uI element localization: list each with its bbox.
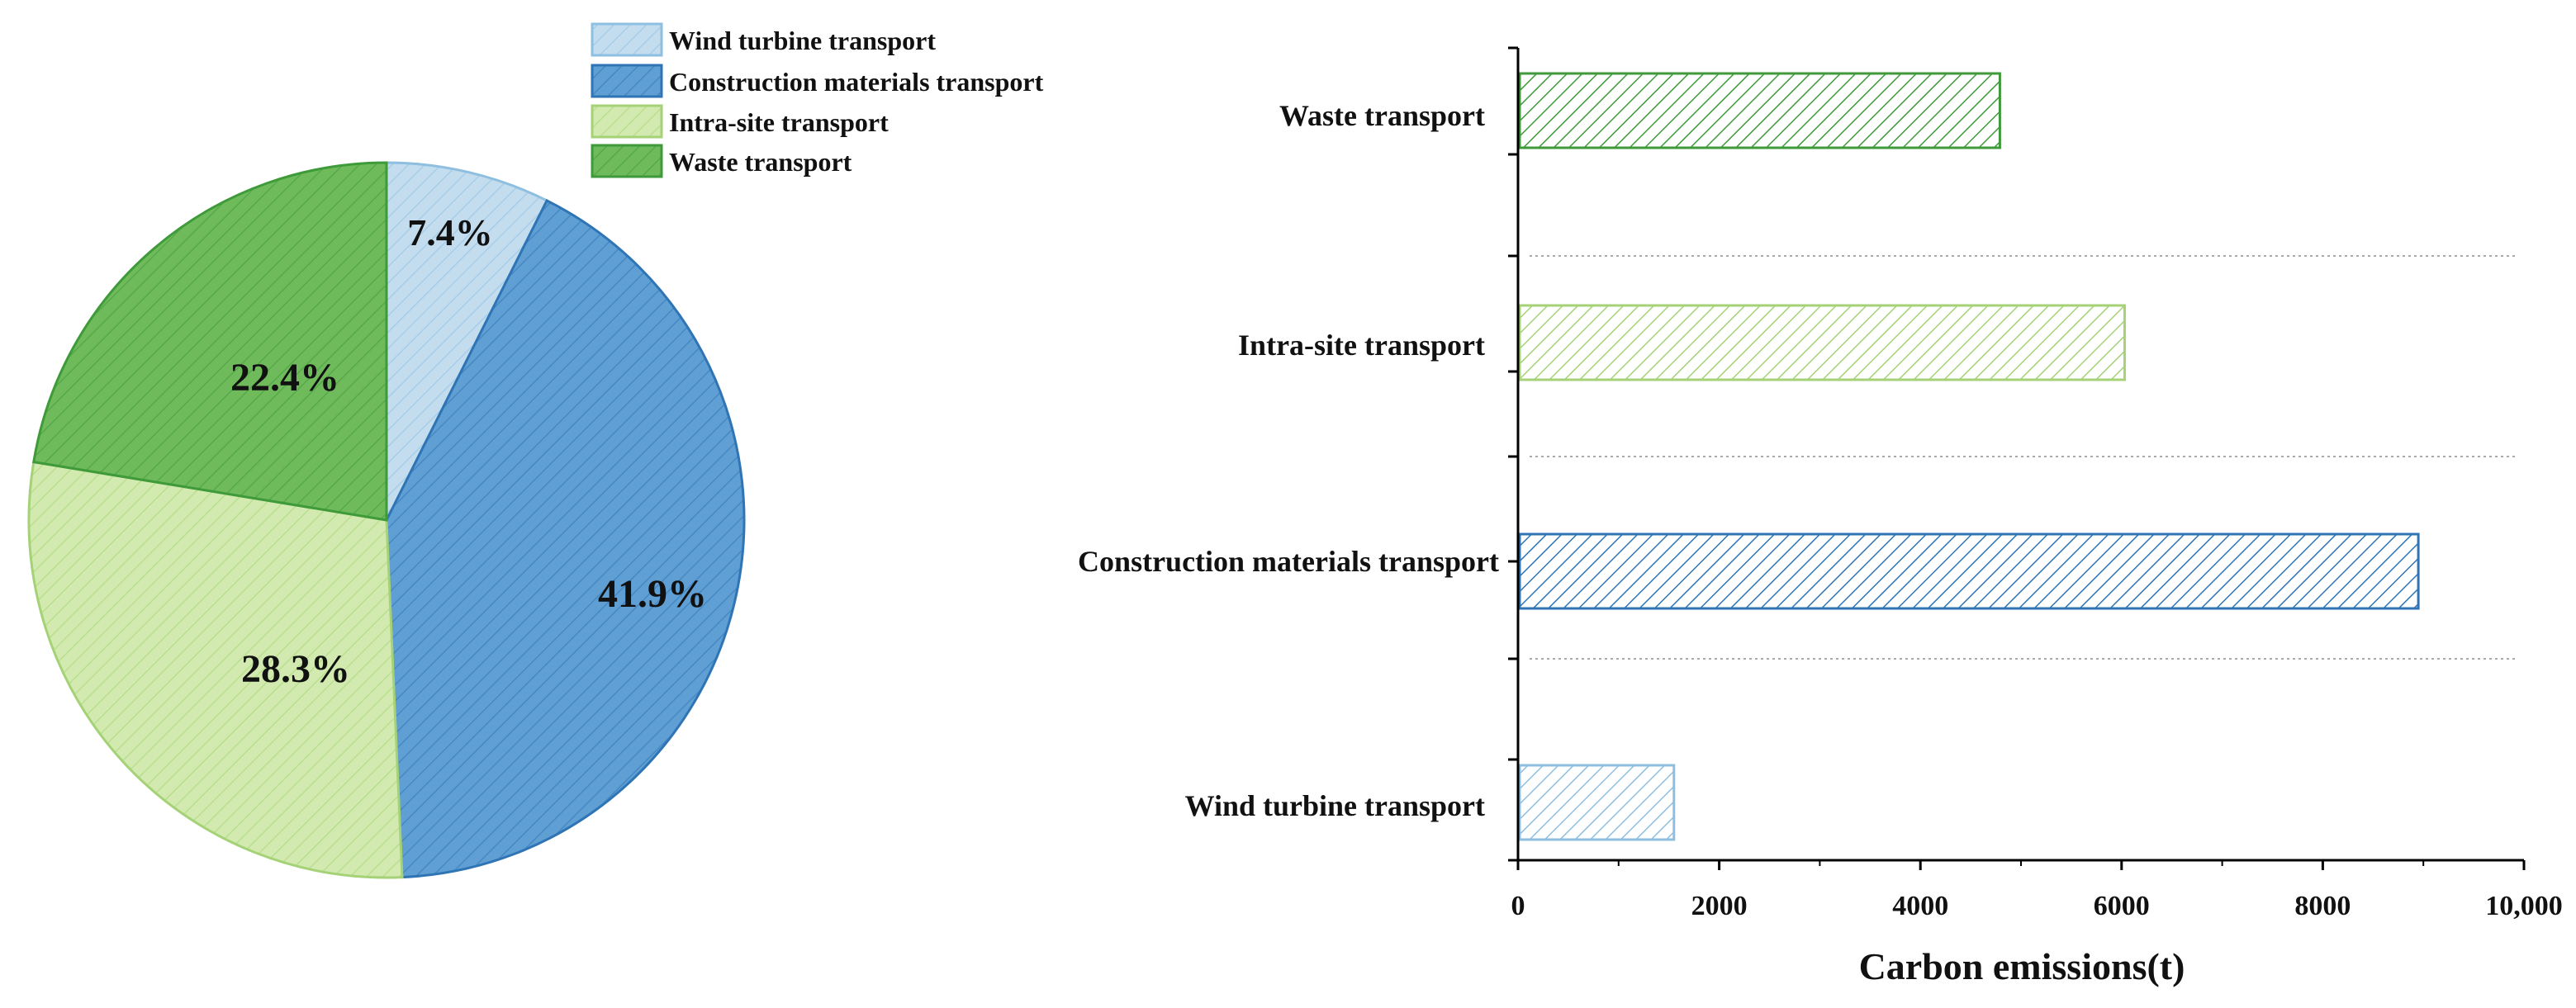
pie-slice-wind: [385, 161, 549, 521]
bar-waste: [1518, 72, 2001, 149]
legend-swatch-waste: [591, 144, 663, 178]
y-tick-label-intra: Intra-site transport: [1238, 329, 1485, 362]
x-tick-label: 10,000: [2485, 891, 2563, 921]
pie-slice-intra: [27, 460, 404, 879]
x-tick-label: 8000: [2294, 891, 2351, 921]
pie-label-waste: 22.4%: [230, 356, 339, 400]
y-tick-label-waste: Waste transport: [1279, 99, 1485, 132]
x-tick-label: 2000: [1691, 891, 1748, 921]
x-axis-title: Carbon emissions(t): [1859, 945, 2185, 987]
legend-label-waste: Waste transport: [669, 147, 852, 177]
legend-label-construction: Construction materials transport: [669, 67, 1044, 97]
pie-label-construction: 41.9%: [598, 572, 707, 616]
y-tick-label-construction: Construction materials transport: [1078, 545, 1499, 578]
pie-slice-waste: [32, 161, 388, 522]
x-tick-label: 4000: [1892, 891, 1948, 921]
bar-intra: [1518, 304, 2126, 381]
legend-swatch-construction: [591, 64, 663, 98]
x-tick-label: 0: [1511, 891, 1525, 921]
bar-construction: [1518, 532, 2420, 610]
x-tick-label: 6000: [2094, 891, 2150, 921]
legend-swatch-wind: [591, 22, 663, 57]
y-tick-label-wind: Wind turbine transport: [1185, 789, 1485, 822]
pie-chart: 7.4% 41.9% 28.3% 22.4%: [27, 161, 746, 879]
legend-swatch-intra: [591, 104, 663, 139]
legend-label-wind: Wind turbine transport: [669, 26, 936, 55]
pie-legend: Wind turbine transport Construction mate…: [591, 22, 1044, 178]
bar-chart: Waste transport Intra-site transport Con…: [1078, 46, 2563, 987]
pie-slice-construction: [385, 198, 746, 879]
pie-label-wind: 7.4%: [407, 211, 493, 253]
bar-wind: [1518, 764, 1676, 841]
pie-label-intra: 28.3%: [241, 647, 350, 691]
legend-label-intra: Intra-site transport: [669, 107, 889, 137]
